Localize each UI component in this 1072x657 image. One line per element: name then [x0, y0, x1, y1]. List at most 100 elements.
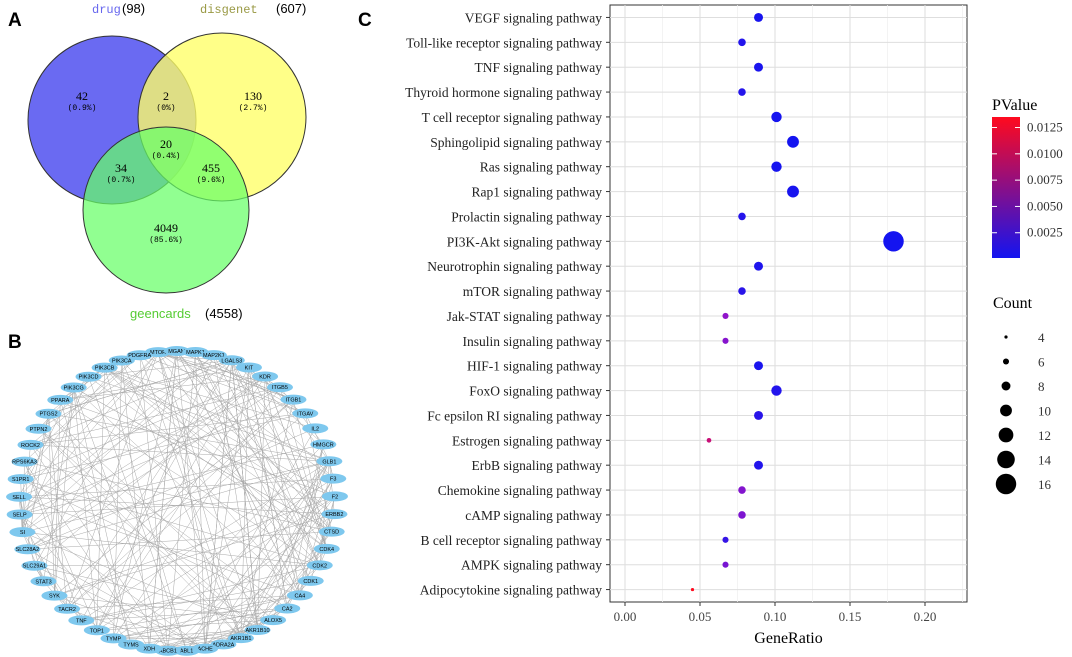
network-edge [157, 352, 242, 639]
venn-region-pct: (0%) [156, 104, 175, 113]
kegg-bubble-chart: VEGF signaling pathway Toll-like receptor… [405, 4, 1063, 647]
network-node [200, 350, 227, 361]
network-edge [20, 413, 306, 480]
network-edge [67, 595, 300, 610]
y-tick-label: HIF-1 signaling pathway [467, 359, 602, 374]
y-tick-label: Fc epsilon RI signaling pathway [427, 408, 602, 423]
x-tick-label: 0.05 [689, 609, 712, 624]
network-node [318, 526, 345, 537]
network-node-label: CDK4 [319, 547, 334, 553]
venn-region-pct: (85.6%) [149, 236, 183, 245]
network-node-label: MAP2K1 [203, 353, 225, 359]
venn-region-pct: (9.6%) [197, 176, 226, 185]
network-node-label: TNF [76, 618, 87, 624]
network-node-label: ADRA2A [212, 642, 234, 648]
network-node-label: SLC29A1 [23, 564, 47, 570]
network-edge [223, 478, 334, 645]
network-node [297, 575, 324, 586]
pathway-dot [754, 62, 763, 72]
network-edge [43, 387, 74, 582]
network-edge [213, 355, 320, 566]
network-node-label: CA4 [294, 593, 305, 599]
network-edge [24, 461, 332, 532]
network-edge [204, 367, 250, 649]
venn-region-value: 130 [244, 89, 262, 103]
network-node [252, 371, 279, 382]
network-node [316, 456, 343, 467]
network-node-label: TOP1 [90, 628, 104, 634]
venn-label-disgenet: disgenet [200, 3, 258, 17]
network-edge [158, 351, 294, 400]
network-edge [305, 413, 330, 462]
network-edge [22, 532, 44, 582]
network-edge [18, 496, 300, 596]
network-edge [186, 461, 330, 651]
network-edge [34, 351, 159, 566]
network-node [280, 394, 307, 405]
network-node [14, 544, 41, 555]
network-edge [27, 387, 281, 550]
network-edge [104, 367, 332, 532]
pathway-dot [722, 536, 729, 543]
network-edge [73, 387, 98, 631]
pvalue-legend: PValue 0.0025 0.0050 0.0075 0.0100 0.0125 [992, 97, 1063, 258]
network-node [274, 603, 301, 614]
network-node [126, 350, 153, 361]
venn-region-pct: (0.9%) [68, 104, 97, 113]
network-edge [149, 513, 335, 649]
y-tick-label: FoxO signaling pathway [469, 384, 602, 399]
network-node-label: STAT3 [35, 579, 51, 585]
network-node-label: ROCK2 [21, 443, 40, 449]
network-edge [20, 479, 23, 533]
network-node [91, 362, 118, 373]
network-edge [104, 367, 336, 497]
network-node [313, 543, 340, 554]
y-tick-label: Jak-STAT signaling pathway [447, 309, 603, 324]
network-edge [157, 351, 306, 414]
panel-letter-c: C [358, 10, 372, 31]
network-node-label: CDK1 [303, 579, 318, 585]
network-node-label: IL2 [311, 426, 319, 432]
x-tick-label: 0.20 [914, 609, 937, 624]
network-node-label: ITGB5 [272, 385, 288, 391]
network-node [118, 639, 145, 650]
y-axis-labels: VEGF signaling pathway Toll-like receptor… [405, 10, 610, 598]
network-edge [18, 351, 159, 497]
venn-region-value: 455 [202, 161, 220, 175]
network-edge [121, 360, 150, 649]
pathway-dot [754, 261, 763, 271]
network-edge [27, 531, 332, 550]
network-edge [22, 376, 89, 533]
pathway-dot [722, 337, 729, 344]
network-edge [104, 367, 301, 596]
network-edge [19, 514, 206, 649]
network-edge [20, 376, 266, 480]
pathway-dot [738, 287, 746, 295]
network-edge [240, 478, 334, 639]
network-edge [149, 350, 178, 649]
network-edge [34, 565, 206, 649]
y-tick-label: Neurotrophin signaling pathway [427, 259, 602, 274]
network-node [11, 456, 38, 467]
y-tick-label: VEGF signaling pathway [465, 10, 602, 25]
count-legend-label: 16 [1038, 477, 1052, 492]
network-edge [130, 444, 324, 645]
venn-region-value: 34 [115, 161, 127, 175]
network-edge [231, 360, 320, 566]
network-edge [240, 367, 250, 639]
network-edge [48, 413, 330, 462]
network-node [108, 355, 135, 366]
y-tick-label: Sphingolipid signaling pathway [430, 135, 602, 150]
count-legend-dot [998, 427, 1014, 443]
network-edge [81, 461, 330, 621]
network-node [244, 625, 271, 636]
count-legend-label: 12 [1038, 428, 1051, 443]
count-legend-dot [997, 450, 1015, 469]
pathway-dot [722, 312, 729, 319]
network-node-label: HMGCR [313, 442, 334, 448]
network-node [6, 509, 33, 520]
network-node-label: ALOX5 [264, 618, 282, 624]
network-edge [121, 360, 242, 639]
network-edge [213, 354, 334, 479]
network-node-label: SELL [12, 495, 25, 501]
